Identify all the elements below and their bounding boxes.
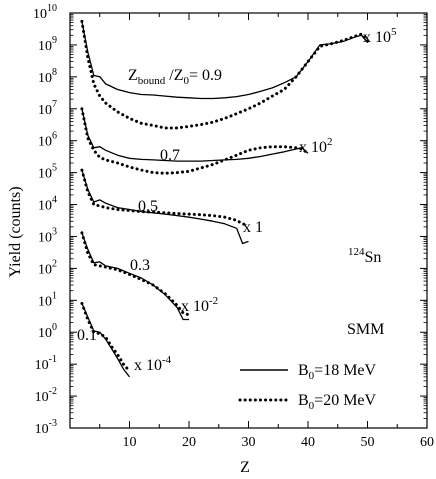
y-tick-label: 10-1: [35, 354, 57, 373]
scale-label-03: x 10-2: [181, 295, 218, 315]
y-tick-label: 103: [38, 226, 57, 245]
y-tick-exponent: -3: [49, 418, 57, 429]
series-line-09-dotted: [80, 19, 369, 130]
x-tick-label: 10: [123, 435, 137, 450]
x-tick-label: 50: [361, 435, 375, 450]
y-tick-exponent: 1: [52, 290, 57, 301]
y-tick-label: 102: [38, 258, 57, 277]
ratio-label-09: Zbound /Z0= 0.9: [128, 67, 222, 87]
y-tick-exponent: -2: [49, 386, 57, 397]
y-tick-label: 104: [38, 195, 57, 214]
series-line-07-solid: [81, 108, 309, 162]
y-tick-label: 107: [38, 99, 57, 118]
series-layer: [80, 19, 369, 378]
x-tick-label: 20: [182, 435, 196, 450]
y-tick-label: 109: [38, 35, 57, 54]
scale-label-09: x 105: [363, 26, 397, 46]
y-tick-label: 10-2: [35, 386, 57, 405]
scale-label-05: x 1: [243, 219, 263, 236]
y-axis-label: Yield (counts): [7, 186, 24, 277]
y-tick-label: 1010: [33, 3, 57, 22]
x-tick-label: 40: [301, 435, 315, 450]
legend-label-18mev: B0=18 MeV: [298, 362, 377, 382]
x-tick-label: 30: [242, 435, 256, 450]
y-tick-exponent: 5: [52, 163, 57, 174]
model-label: SMM: [347, 321, 384, 338]
nucleus-label: 124Sn: [348, 246, 381, 266]
y-tick-exponent: 0: [52, 322, 57, 333]
y-tick-exponent: 10: [47, 3, 57, 14]
y-tick-exponent: 3: [52, 226, 57, 237]
scale-label-01: x 10-4: [134, 354, 172, 374]
y-tick-exponent: 7: [52, 99, 57, 110]
series-line-05-dotted: [80, 168, 250, 227]
series-line-07-dotted: [80, 107, 310, 175]
y-tick-label: 100: [38, 322, 57, 341]
legend: B0=18 MeV B0=20 MeV: [238, 362, 377, 412]
y-tick-label: 10-3: [35, 418, 57, 437]
x-tick-label: 60: [420, 435, 434, 450]
ratio-label-01: 0.1: [77, 327, 97, 344]
y-tick-label: 101: [38, 290, 57, 309]
ratio-label-03: 0.3: [130, 257, 150, 274]
series-line-03-dotted: [80, 231, 191, 317]
y-tick-exponent: 9: [52, 35, 57, 46]
x-axis-label: Z: [240, 459, 250, 476]
legend-label-20mev: B0=20 MeV: [298, 392, 377, 412]
y-tick-label: 106: [38, 131, 57, 150]
y-tick-label: 105: [38, 163, 57, 182]
y-tick-exponent: 4: [52, 195, 57, 206]
ratio-label-05: 0.5: [138, 198, 158, 215]
scale-label-07: x 102: [299, 136, 333, 156]
y-tick-exponent: 2: [52, 258, 57, 269]
series-line-01-dotted: [80, 301, 131, 373]
y-tick-exponent: 6: [52, 131, 57, 142]
ratio-label-07: 0.7: [160, 147, 180, 164]
y-tick-exponent: -1: [49, 354, 57, 365]
y-tick-exponent: 8: [52, 67, 57, 78]
y-tick-label: 108: [38, 67, 57, 86]
series-line-09-solid: [81, 21, 368, 100]
